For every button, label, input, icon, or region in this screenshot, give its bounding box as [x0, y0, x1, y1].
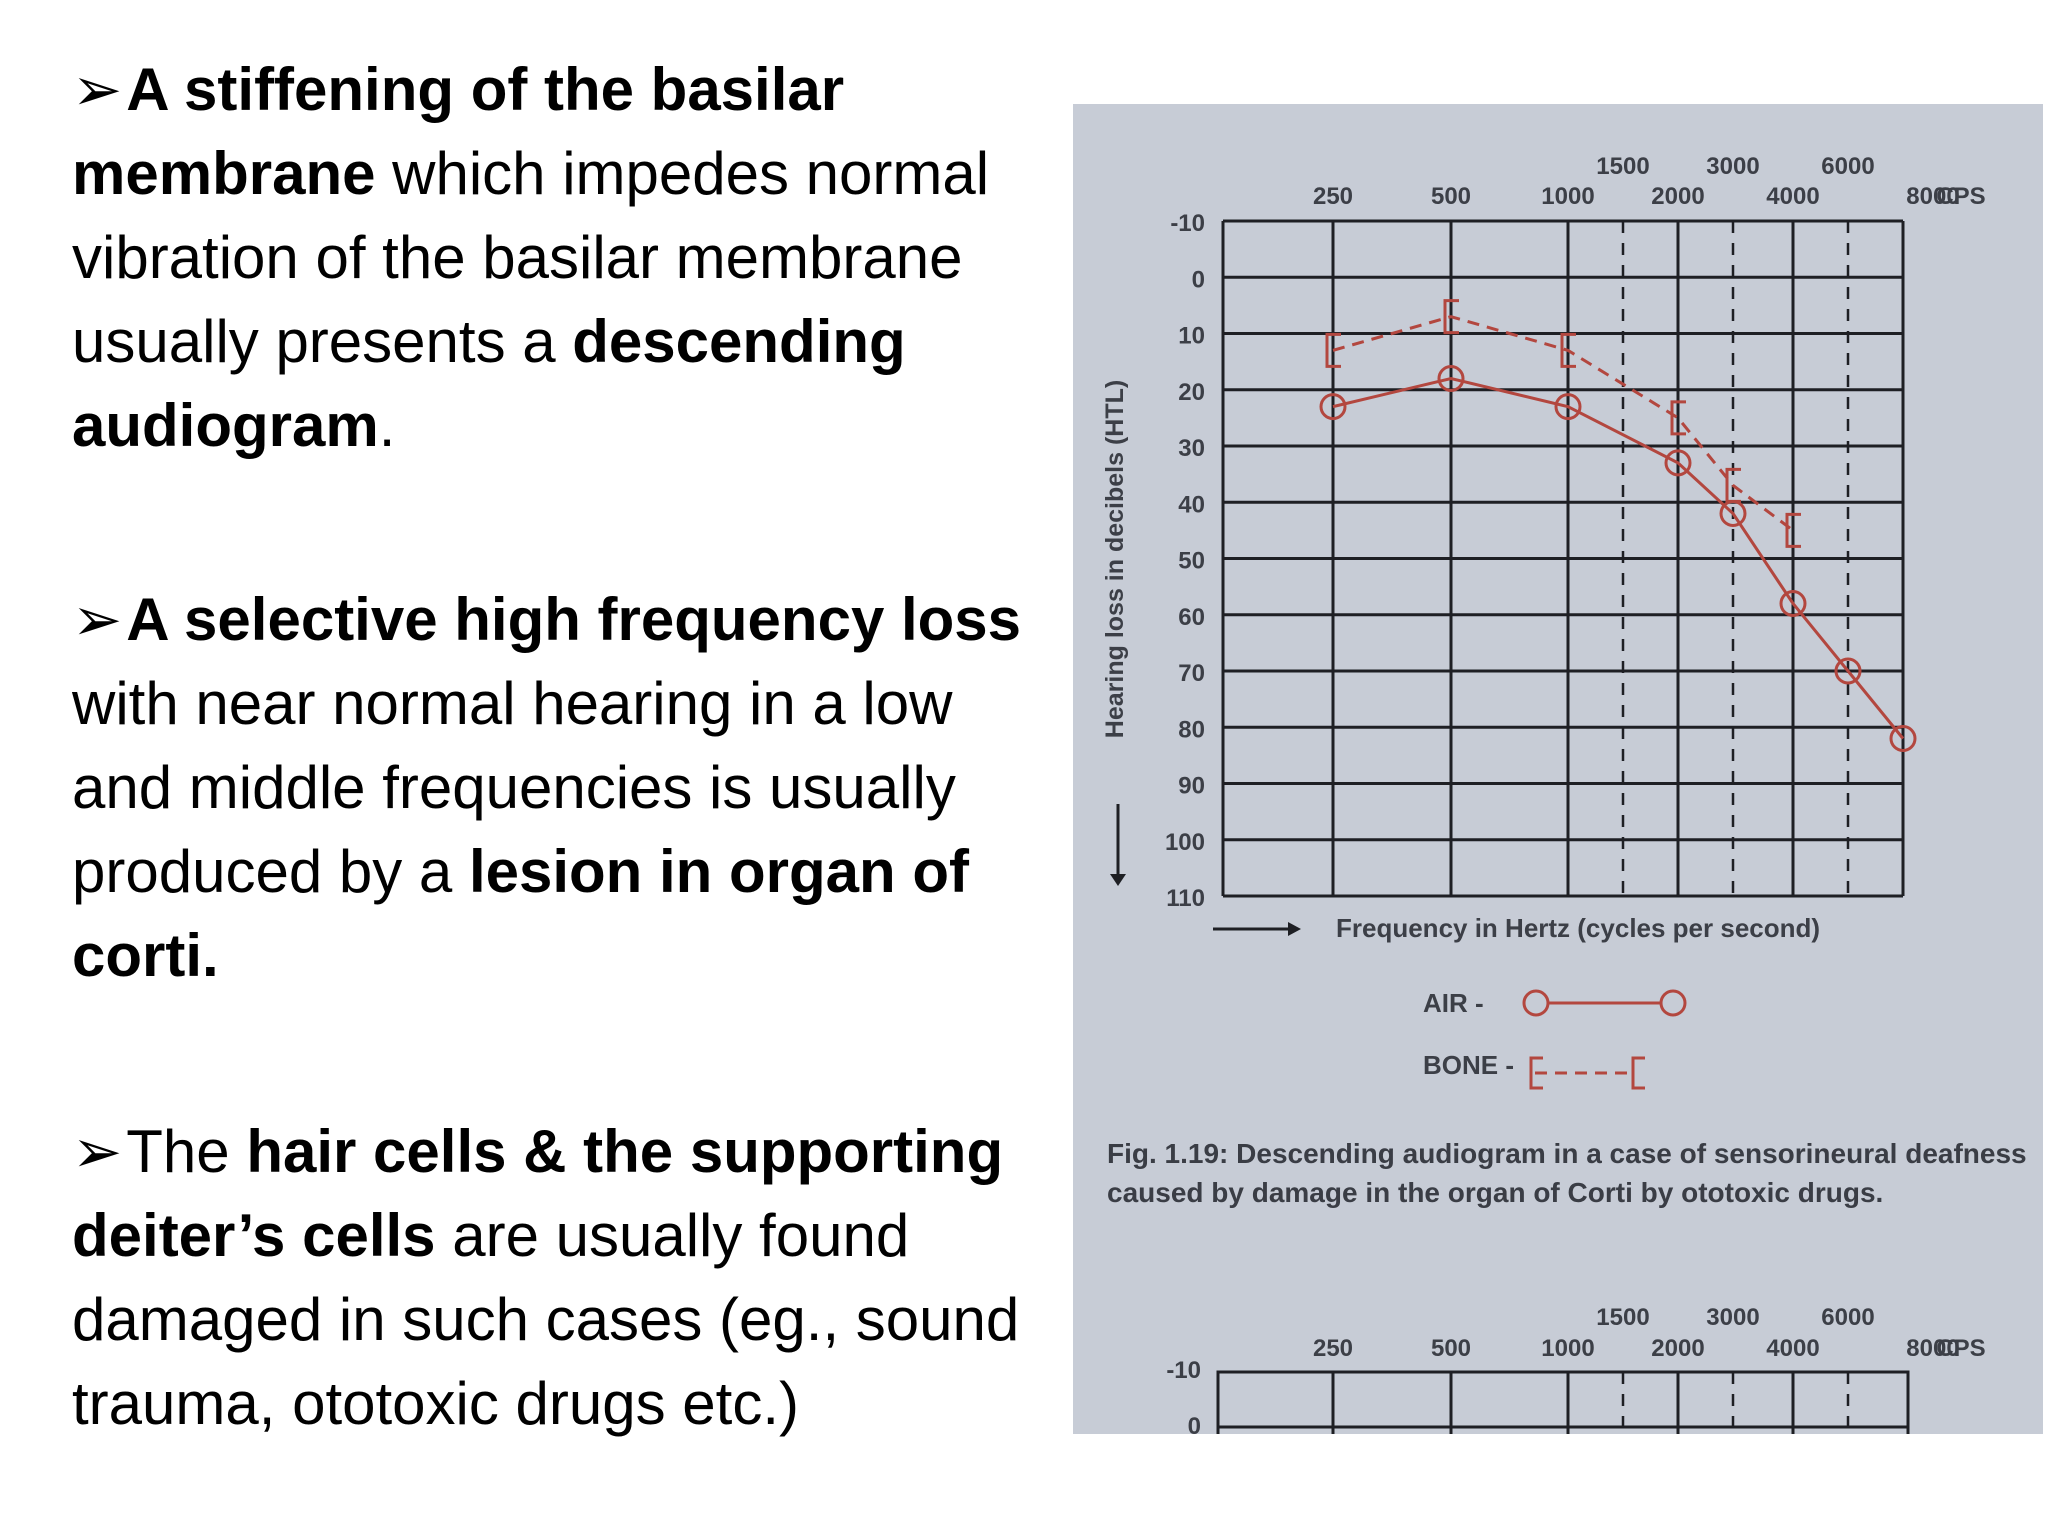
legend-label-air: AIR -: [1423, 988, 1484, 1018]
air-marker-circle: [1664, 449, 1692, 477]
body-text: with near normal hearing in a low and mi…: [72, 670, 956, 905]
air-marker-circle: [1834, 657, 1862, 685]
air-marker-circle: [1554, 393, 1582, 421]
second-chart-x-tick: 2000: [1651, 1335, 1704, 1362]
air-marker-circle: [1719, 500, 1747, 527]
arrow-bullet-icon: ➢: [72, 56, 123, 123]
series-line-air: [1332, 376, 1905, 740]
x-tick-label: 500: [1431, 183, 1471, 210]
audiogram-chart: -10 0 10 20 30 40 50 60 70 80 90 100 110 250 500 1000 20…: [1101, 153, 1986, 1434]
second-chart-x-tick: 4000: [1766, 1335, 1819, 1362]
second-chart-x-tick-mid: 6000: [1821, 1304, 1874, 1331]
legend-air-circle-icon: [1659, 989, 1687, 1017]
y-tick-label: 30: [1178, 435, 1205, 462]
second-chart-y-tick: 0: [1188, 1413, 1201, 1434]
y-tick-label: 20: [1178, 379, 1205, 406]
y-tick-label: 50: [1178, 548, 1205, 575]
air-marker-circle: [1779, 590, 1807, 617]
x-unit-label: CPS: [1936, 183, 1985, 210]
x-tick-label: 4000: [1766, 183, 1819, 210]
bone-marker-bracket: [1325, 332, 1341, 368]
bone-marker-bracket: [1560, 332, 1576, 368]
emphasis-text: A stiffening of the basilar membrane: [72, 56, 845, 207]
bullet-paragraph-1: ➢A stiffening of the basilar membrane wh…: [72, 48, 1032, 468]
y-tick-label: 10: [1178, 323, 1205, 350]
air-marker-circle: [1889, 725, 1917, 752]
emphasis-text: lesion in organ of corti.: [72, 838, 969, 989]
second-chart-frame: [1216, 1370, 1910, 1434]
second-chart-x-tick: 1000: [1541, 1335, 1594, 1362]
x-tick-label: 1000: [1541, 183, 1594, 210]
x-axis-title: Frequency in Hertz (cycles per second): [1336, 913, 1820, 943]
second-chart-x-tick: 250: [1313, 1335, 1353, 1362]
y-tick-label: 100: [1165, 829, 1205, 856]
air-marker-circle: [1437, 365, 1465, 392]
bullet-paragraph-2: ➢A selective high frequency loss with ne…: [72, 578, 1032, 998]
y-tick-label: 70: [1178, 660, 1205, 687]
y-tick-label: 90: [1178, 773, 1205, 800]
x-tick-label: 2000: [1651, 183, 1704, 210]
x-tick-label: 250: [1313, 183, 1353, 210]
second-chart-x-unit: CPS: [1936, 1335, 1985, 1362]
legend-label-bone: BONE -: [1423, 1050, 1514, 1080]
x-tick-label-mid: 3000: [1706, 153, 1759, 180]
series-line-bone: [1332, 315, 1794, 532]
body-text: The: [126, 1118, 247, 1185]
arrow-bullet-icon: ➢: [72, 586, 123, 653]
second-chart-x-tick-mid: 1500: [1596, 1304, 1649, 1331]
emphasis-text: descending audiogram: [72, 308, 906, 459]
y-axis-arrow-icon: [1110, 874, 1126, 886]
second-chart-x-tick-mid: 3000: [1706, 1304, 1759, 1331]
y-tick-label: 110: [1166, 885, 1205, 912]
second-chart-x-tick: 8000: [1906, 1335, 1959, 1362]
legend-bone-bracket-icon: [1529, 1056, 1543, 1090]
body-text: .: [378, 392, 396, 459]
body-text: which impedes normal vibration of the ba…: [72, 140, 990, 375]
y-tick-label: -10: [1170, 210, 1205, 237]
y-axis-title: Hearing loss in decibels (HTL): [1101, 380, 1129, 738]
y-tick-label: 80: [1178, 716, 1205, 743]
second-chart-y-tick: -10: [1166, 1357, 1201, 1384]
second-chart-x-tick: 500: [1431, 1335, 1471, 1362]
x-tick-label-mid: 6000: [1821, 153, 1874, 180]
emphasis-text: A selective high frequency loss: [126, 586, 1022, 653]
bone-marker-bracket: [1785, 512, 1801, 548]
arrow-bullet-icon: ➢: [72, 1118, 123, 1185]
legend-bone-bracket-icon: [1631, 1056, 1645, 1090]
x-axis-arrow-icon: [1288, 922, 1301, 936]
emphasis-text: hair cells & the supporting deiter’s cel…: [72, 1118, 1004, 1269]
legend-air-circle-icon: [1522, 989, 1550, 1017]
y-tick-label: 60: [1178, 604, 1205, 631]
figure-caption: Fig. 1.19: Descending audiogram in a cas…: [1107, 1138, 2027, 1208]
x-tick-label: 8000: [1906, 183, 1959, 210]
body-text: are usually found damaged in such cases …: [72, 1202, 1020, 1437]
x-tick-label-mid: 1500: [1596, 153, 1649, 180]
audiogram-figure: -10 0 10 20 30 40 50 60 70 80 90 100 110 250 500 1000 20…: [1073, 104, 2043, 1434]
y-tick-label: 40: [1178, 491, 1205, 518]
bone-marker-bracket: [1670, 400, 1686, 436]
air-marker-circle: [1319, 393, 1347, 421]
bullet-paragraph-3: ➢The hair cells & the supporting deiter’…: [72, 1110, 1032, 1446]
bone-marker-bracket: [1443, 299, 1459, 335]
y-tick-label: 0: [1192, 266, 1205, 293]
